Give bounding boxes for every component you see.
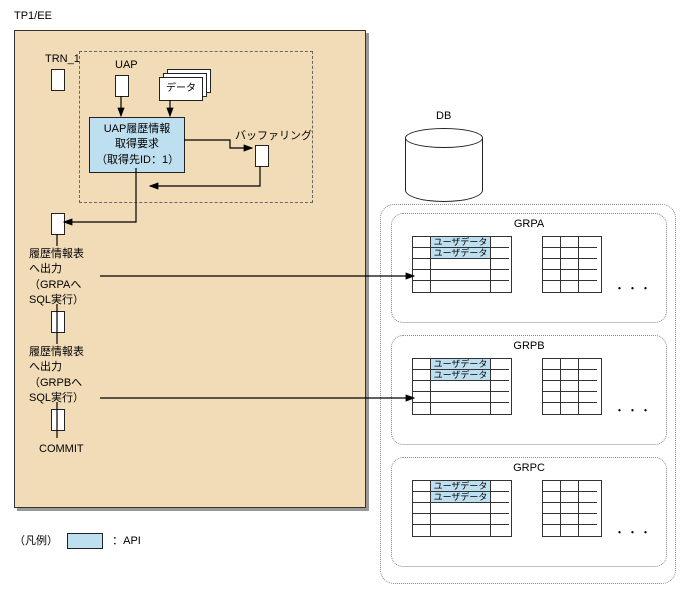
buffering-box bbox=[255, 145, 269, 167]
db-label: DB bbox=[436, 110, 451, 122]
grp-table: ユーザデータユーザデータ bbox=[412, 358, 512, 415]
grp-table-small bbox=[542, 236, 602, 293]
trn-label: TRN_1 bbox=[45, 53, 80, 65]
ellipsis: ・・・ bbox=[614, 524, 653, 540]
ellipsis: ・・・ bbox=[614, 280, 653, 296]
db-cylinder-icon bbox=[405, 128, 483, 202]
data-stack-front: データ bbox=[159, 77, 203, 101]
api-request-box: UAP履歴情報 取得要求 （取得先ID：1） bbox=[89, 117, 185, 173]
output-a-label: 履歴情報表 へ出力 （GRPAへ SQL実行） bbox=[29, 247, 84, 309]
api-line3: （取得先ID：1） bbox=[96, 153, 178, 168]
legend-api-box bbox=[67, 533, 103, 549]
grp-table: ユーザデータユーザデータ bbox=[412, 480, 512, 537]
legend: （凡例） ：API bbox=[14, 532, 141, 549]
commit-label: COMMIT bbox=[39, 443, 84, 455]
tp1ee-title: TP1/EE bbox=[14, 10, 52, 22]
grpc-box: GRPC ユーザデータユーザデータ・・・ bbox=[391, 457, 667, 567]
api-line1: UAP履歴情報 bbox=[96, 122, 178, 137]
tp1ee-panel: TRN_1 UAP データ UAP履歴情報 取得要求 （取得先ID：1） バッフ… bbox=[14, 30, 366, 508]
legend-caption: （凡例） bbox=[14, 535, 58, 547]
output-b-label: 履歴情報表 へ出力 （GRPBへ SQL実行） bbox=[29, 345, 84, 407]
grpc-title: GRPC bbox=[392, 462, 666, 474]
grpa-title: GRPA bbox=[392, 218, 666, 230]
legend-api-label: ：API bbox=[112, 535, 141, 547]
buffering-label: バッファリング bbox=[235, 127, 312, 143]
uap-label: UAP bbox=[115, 59, 138, 71]
trn-box bbox=[51, 69, 65, 91]
grpa-box: GRPA ユーザデータユーザデータ・・・ bbox=[391, 213, 667, 323]
grp-table-small bbox=[542, 358, 602, 415]
grp-table: ユーザデータユーザデータ bbox=[412, 236, 512, 293]
chain-box-2 bbox=[51, 311, 65, 333]
grp-table-small bbox=[542, 480, 602, 537]
grpb-box: GRPB ユーザデータユーザデータ・・・ bbox=[391, 335, 667, 445]
grpb-title: GRPB bbox=[392, 340, 666, 352]
chain-box-1 bbox=[51, 213, 65, 235]
groups-container: GRPA ユーザデータユーザデータ・・・ GRPB ユーザデータユーザデータ・・… bbox=[380, 204, 676, 584]
ellipsis: ・・・ bbox=[614, 402, 653, 418]
chain-box-3 bbox=[51, 409, 65, 431]
uap-box bbox=[115, 75, 129, 97]
api-line2: 取得要求 bbox=[96, 137, 178, 152]
